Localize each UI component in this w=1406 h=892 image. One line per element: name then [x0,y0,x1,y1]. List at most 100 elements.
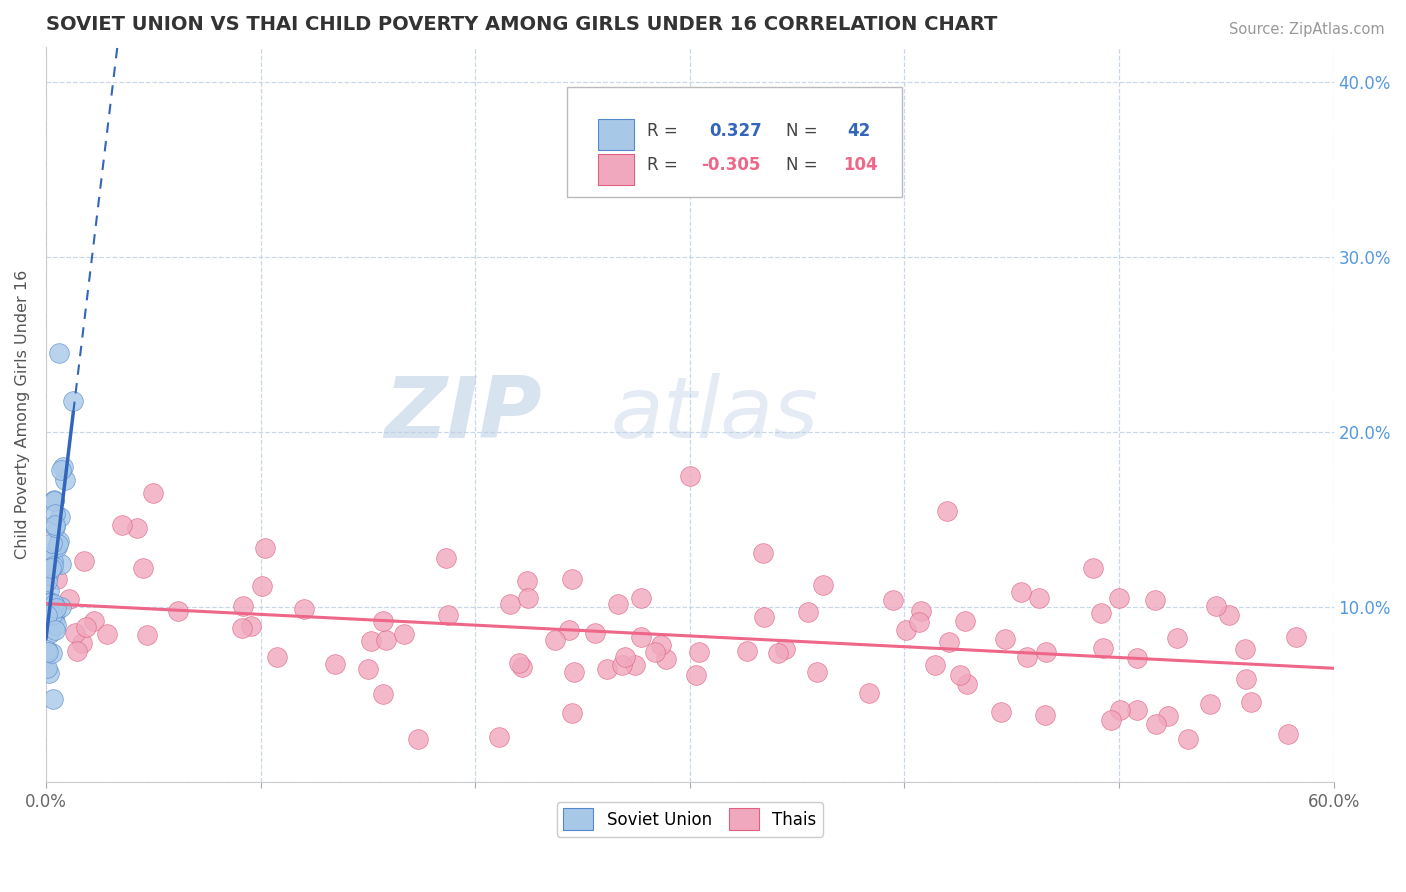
Point [46,540,69,554]
Point [111,518,134,533]
Point [48,533,70,548]
Point [557,623,579,637]
Point [436,608,458,623]
Point [630,630,652,644]
Text: Source: ZipAtlas.com: Source: ZipAtlas.com [1229,22,1385,37]
Point [35,574,58,589]
Point [956,677,979,691]
Point [44,492,66,507]
Text: -0.305: -0.305 [702,156,761,174]
Point [46,537,69,551]
Point [35,607,58,622]
Point [544,632,567,647]
Point [75,620,97,634]
Point [994,632,1017,646]
Point [38,594,60,608]
Point [1144,716,1167,731]
Text: R =: R = [647,122,683,140]
Point [373,687,395,701]
Point [924,658,946,673]
Text: R =: R = [647,156,683,174]
Point [1099,714,1122,728]
Point [630,591,652,605]
Point [1108,591,1130,605]
Point [1157,709,1180,723]
Point [1126,651,1149,665]
Point [688,645,710,659]
Point [499,597,522,611]
Point [266,650,288,665]
Point [62,394,84,409]
Point [38,584,60,599]
Point [1234,672,1257,686]
Point [766,646,789,660]
Point [508,656,530,670]
FancyBboxPatch shape [568,87,903,197]
Point [231,622,253,636]
Point [45,572,67,586]
Point [1234,642,1257,657]
Point [49,600,72,615]
Point [142,486,165,500]
Point [83,614,105,628]
Point [1199,697,1222,711]
Point [953,614,976,628]
Point [39,561,62,575]
Point [374,632,396,647]
Point [938,634,960,648]
Point [37,552,59,566]
Point [1284,630,1306,644]
Point [561,572,583,586]
Text: 104: 104 [844,156,877,174]
Point [53,473,76,487]
Point [1033,708,1056,723]
Point [516,591,538,606]
Point [41,607,63,622]
Point [1109,703,1132,717]
Point [1090,606,1112,620]
Point [1240,695,1263,709]
Point [44,623,66,637]
Point [252,579,274,593]
Point [1144,593,1167,607]
Point [607,597,630,611]
Text: atlas: atlas [610,373,818,456]
Point [45,600,67,615]
Point [96,627,118,641]
Point [52,460,75,475]
Point [735,644,758,658]
Point [1177,731,1199,746]
Point [752,546,775,560]
Point [1010,585,1032,599]
Point [650,638,672,652]
Point [797,606,820,620]
Point [1277,727,1299,741]
Point [48,346,70,360]
Point [58,592,80,607]
Point [858,686,880,700]
Point [38,601,60,615]
Point [516,574,538,588]
Text: 42: 42 [846,122,870,140]
Point [35,643,58,657]
Point [125,520,148,534]
Point [948,668,970,682]
Point [167,604,190,618]
Point [406,731,429,746]
Point [806,665,828,679]
Point [44,508,66,522]
Point [1205,599,1227,614]
Point [614,649,637,664]
Point [70,636,93,650]
Point [37,645,59,659]
Point [232,599,254,614]
Point [135,627,157,641]
Point [44,517,66,532]
Point [357,662,380,676]
Point [752,609,775,624]
Point [811,578,834,592]
Point [44,597,66,611]
Point [561,706,583,721]
Bar [599,120,634,150]
Point [1218,608,1240,623]
